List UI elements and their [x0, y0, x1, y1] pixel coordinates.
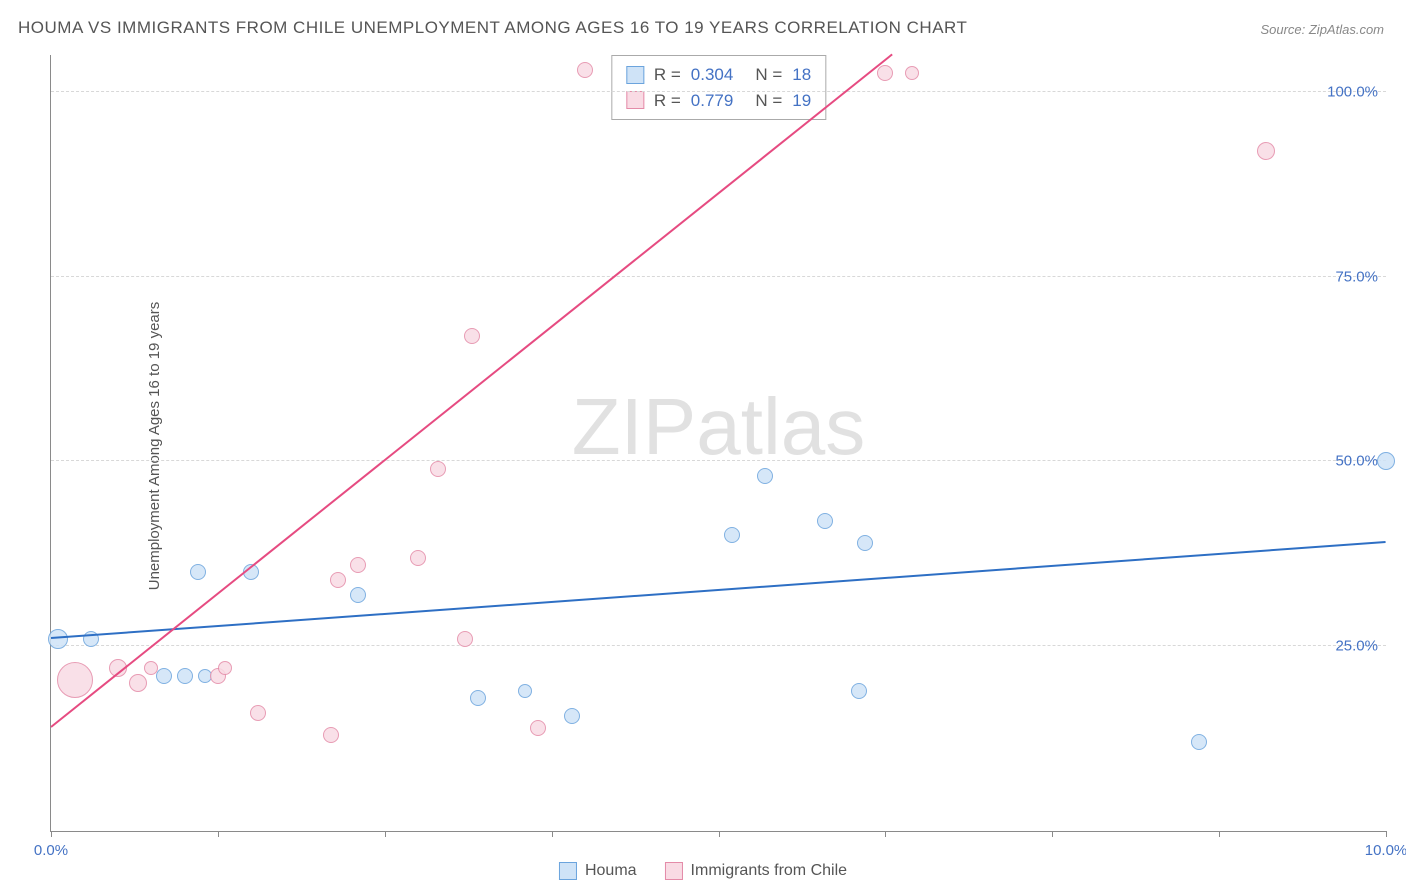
- data-point: [757, 468, 773, 484]
- data-point: [177, 668, 193, 684]
- source-credit: Source: ZipAtlas.com: [1260, 22, 1384, 37]
- data-point: [457, 631, 473, 647]
- x-tick: [1386, 831, 1387, 837]
- data-point: [857, 535, 873, 551]
- data-point: [905, 66, 919, 80]
- data-point: [430, 461, 446, 477]
- stats-legend-box: R =0.304N =18R =0.779N =19: [611, 55, 826, 120]
- data-point: [1257, 142, 1275, 160]
- data-point: [218, 661, 232, 675]
- gridline: [51, 645, 1386, 646]
- legend-item: Houma: [559, 862, 637, 880]
- data-point: [250, 705, 266, 721]
- y-tick-label: 75.0%: [1335, 268, 1378, 285]
- data-point: [156, 668, 172, 684]
- data-point: [817, 513, 833, 529]
- data-point: [410, 550, 426, 566]
- stat-r-label: R =: [654, 62, 681, 88]
- data-point: [518, 684, 532, 698]
- legend-label: Houma: [585, 862, 637, 880]
- y-tick-label: 50.0%: [1335, 453, 1378, 470]
- data-point: [851, 683, 867, 699]
- stats-row: R = 0.304 N = 18: [626, 62, 811, 88]
- trend-line: [50, 53, 892, 727]
- x-tick: [1052, 831, 1053, 837]
- x-tick-label: 0.0%: [34, 842, 68, 859]
- x-tick: [885, 831, 886, 837]
- data-point: [330, 572, 346, 588]
- x-tick: [552, 831, 553, 837]
- data-point: [1191, 734, 1207, 750]
- data-point: [1377, 452, 1395, 470]
- data-point: [144, 661, 158, 675]
- gridline: [51, 276, 1386, 277]
- data-point: [724, 527, 740, 543]
- data-point: [470, 690, 486, 706]
- data-point: [129, 674, 147, 692]
- chart-title: HOUMA VS IMMIGRANTS FROM CHILE UNEMPLOYM…: [18, 18, 967, 38]
- series-swatch: [626, 91, 644, 109]
- watermark-bold: ZIP: [572, 382, 696, 471]
- data-point: [464, 328, 480, 344]
- gridline: [51, 91, 1386, 92]
- series-swatch: [626, 66, 644, 84]
- stat-r-value: 0.304: [691, 62, 734, 88]
- legend-label: Immigrants from Chile: [691, 862, 847, 880]
- x-tick: [719, 831, 720, 837]
- stat-n-value: 18: [792, 62, 811, 88]
- x-tick: [385, 831, 386, 837]
- legend-swatch: [665, 862, 683, 880]
- data-point: [877, 65, 893, 81]
- x-tick-label: 10.0%: [1365, 842, 1406, 859]
- data-point: [190, 564, 206, 580]
- data-point: [323, 727, 339, 743]
- scatter-chart: ZIPatlas R =0.304N =18R =0.779N =19 25.0…: [50, 55, 1386, 832]
- data-point: [530, 720, 546, 736]
- data-point: [350, 587, 366, 603]
- data-point: [564, 708, 580, 724]
- trend-line: [51, 541, 1386, 639]
- gridline: [51, 460, 1386, 461]
- x-tick: [218, 831, 219, 837]
- data-point: [577, 62, 593, 78]
- legend-swatch: [559, 862, 577, 880]
- legend-item: Immigrants from Chile: [665, 862, 847, 880]
- x-tick: [1219, 831, 1220, 837]
- data-point: [350, 557, 366, 573]
- legend-bottom: Houma Immigrants from Chile: [559, 862, 847, 880]
- y-tick-label: 25.0%: [1335, 638, 1378, 655]
- stat-n-label: N =: [755, 62, 782, 88]
- x-tick: [51, 831, 52, 837]
- watermark-thin: atlas: [696, 382, 865, 471]
- data-point: [57, 662, 93, 698]
- y-tick-label: 100.0%: [1327, 83, 1378, 100]
